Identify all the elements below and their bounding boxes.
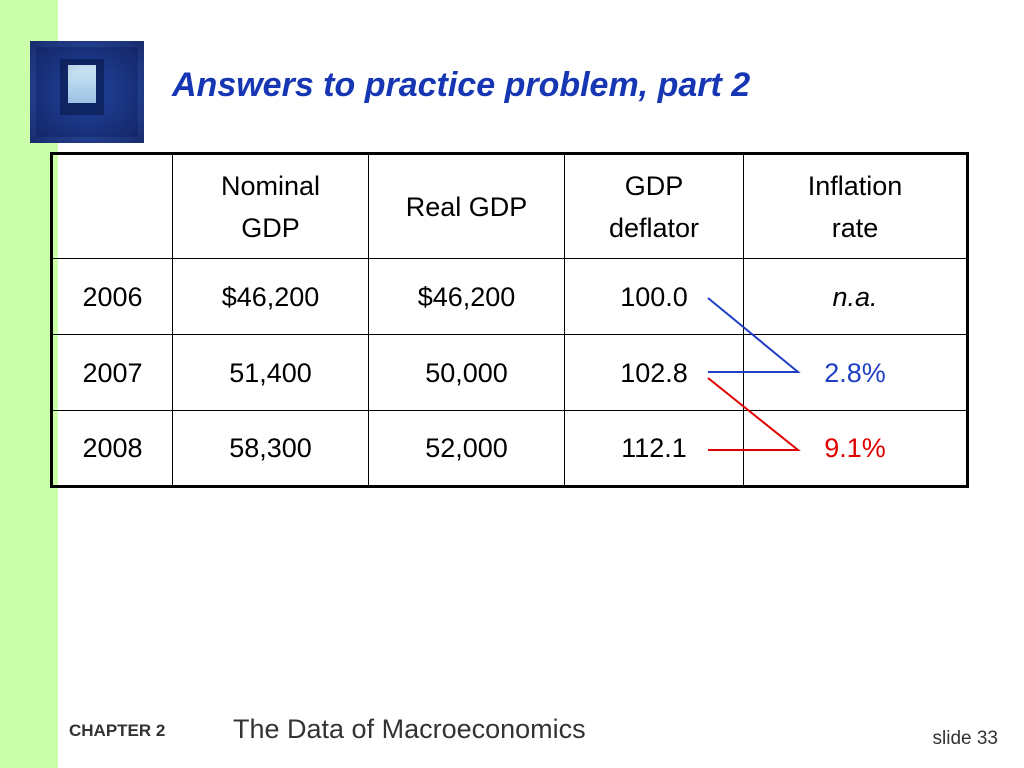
- gdp-table: Nominal GDP Real GDP GDP deflator Inflat…: [50, 152, 969, 488]
- table-row: 2008 58,300 52,000 112.1 9.1%: [51, 410, 968, 487]
- chapter-logo-image: [30, 41, 144, 143]
- header-real-gdp: Real GDP: [368, 153, 565, 259]
- inflation-cell: 2.8%: [743, 334, 968, 411]
- header-nominal-gdp: Nominal GDP: [172, 153, 369, 259]
- header-inflation-rate: Inflation rate: [743, 153, 968, 259]
- header-cell-empty: [51, 153, 173, 259]
- table-row: 2006 $46,200 $46,200 100.0 n.a.: [51, 258, 968, 335]
- year-cell: 2007: [51, 334, 173, 411]
- table-header-row: Nominal GDP Real GDP GDP deflator Inflat…: [51, 153, 968, 259]
- deflator-cell: 100.0: [564, 258, 744, 335]
- real-gdp-cell: $46,200: [368, 258, 565, 335]
- chapter-title: The Data of Macroeconomics: [233, 714, 586, 744]
- table-row: 2007 51,400 50,000 102.8 2.8%: [51, 334, 968, 411]
- inflation-cell: 9.1%: [743, 410, 968, 487]
- nominal-gdp-cell: 51,400: [172, 334, 369, 411]
- slide-title: Answers to practice problem, part 2: [172, 66, 751, 104]
- year-cell: 2006: [51, 258, 173, 335]
- nominal-gdp-cell: $46,200: [172, 258, 369, 335]
- chapter-label: CHAPTER 2: [69, 721, 166, 740]
- real-gdp-cell: 50,000: [368, 334, 565, 411]
- nominal-gdp-cell: 58,300: [172, 410, 369, 487]
- header-gdp-deflator: GDP deflator: [564, 153, 744, 259]
- deflator-cell: 102.8: [564, 334, 744, 411]
- year-cell: 2008: [51, 410, 173, 487]
- real-gdp-cell: 52,000: [368, 410, 565, 487]
- slide-number: slide 33: [932, 728, 999, 749]
- deflator-cell: 112.1: [564, 410, 744, 487]
- inflation-cell: n.a.: [743, 258, 968, 335]
